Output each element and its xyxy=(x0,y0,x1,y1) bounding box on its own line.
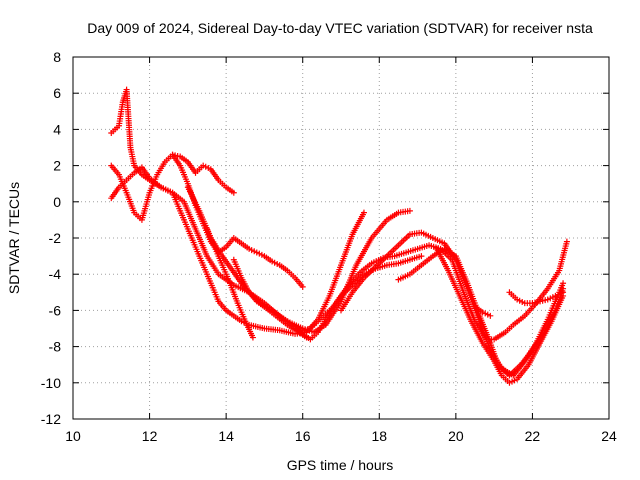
data-point xyxy=(249,334,256,341)
series-track-13 xyxy=(292,253,425,334)
y-tick-label: -12 xyxy=(41,411,61,427)
x-tick-label: 20 xyxy=(448,428,464,444)
data-point xyxy=(418,253,425,260)
y-tick-label: -4 xyxy=(49,266,62,282)
x-tick-label: 22 xyxy=(525,428,541,444)
y-tick-labels: 8 6 4 2 0 -2 -4 -6 -8 -10 -12 xyxy=(41,49,61,427)
series-track-3 xyxy=(108,151,237,223)
y-tick-label: 4 xyxy=(53,121,61,137)
chart-title: Day 009 of 2024, Sidereal Day-to-day VTE… xyxy=(87,20,593,36)
series-track-12 xyxy=(506,289,567,307)
data-point xyxy=(560,289,567,296)
x-tick-label: 10 xyxy=(65,428,81,444)
y-tick-label: 0 xyxy=(53,194,61,210)
x-tick-label: 16 xyxy=(295,428,311,444)
data-points xyxy=(108,86,570,386)
data-point xyxy=(560,280,567,287)
series-track-1 xyxy=(108,86,367,337)
data-point xyxy=(299,283,306,290)
x-tick-labels: 10 12 14 16 18 20 22 24 xyxy=(65,428,617,444)
y-tick-label: -2 xyxy=(49,230,62,246)
data-point xyxy=(563,238,570,245)
data-point xyxy=(230,189,237,196)
data-point xyxy=(360,209,367,216)
x-tick-label: 12 xyxy=(142,428,158,444)
x-tick-label: 24 xyxy=(601,428,617,444)
y-tick-label: -10 xyxy=(41,375,61,391)
data-point xyxy=(406,207,413,214)
y-tick-label: 6 xyxy=(53,85,61,101)
series-track-6 xyxy=(204,225,256,341)
y-tick-label: 8 xyxy=(53,49,61,65)
y-tick-label: -6 xyxy=(49,302,62,318)
series-track-2 xyxy=(108,164,413,336)
x-tick-label: 14 xyxy=(218,428,234,444)
x-axis-label: GPS time / hours xyxy=(287,457,394,473)
plot-frame xyxy=(72,56,610,420)
series-track-11 xyxy=(472,303,494,319)
x-tick-label: 18 xyxy=(371,428,387,444)
series-track-7 xyxy=(230,238,570,343)
y-tick-label: 2 xyxy=(53,158,61,174)
y-tick-label: -8 xyxy=(49,339,62,355)
data-point xyxy=(487,312,494,319)
y-axis-label: SDTVAR / TECUs xyxy=(6,182,22,294)
series-track-10 xyxy=(433,245,567,386)
